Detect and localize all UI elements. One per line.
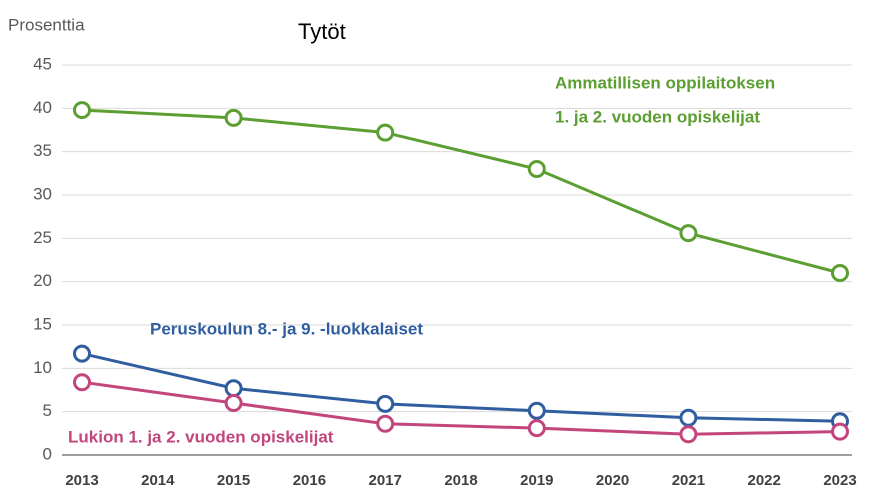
- marker: [679, 408, 698, 427]
- marker: [527, 160, 546, 178]
- x-tick-label: 2014: [141, 472, 175, 489]
- x-tick-label: 2018: [444, 472, 477, 489]
- marker: [224, 379, 243, 398]
- x-tick-label: 2015: [217, 472, 250, 489]
- y-tick-label: 40: [33, 98, 52, 117]
- annotation: Lukion 1. ja 2. vuoden opiskelijat: [68, 427, 334, 446]
- marker: [527, 401, 546, 420]
- marker: [831, 264, 849, 282]
- chart-title: Tytöt: [298, 19, 346, 44]
- marker: [73, 373, 91, 392]
- y-tick-label: 10: [33, 358, 52, 377]
- y-tick-label: 5: [43, 401, 52, 420]
- marker: [73, 344, 91, 363]
- marker: [679, 425, 698, 444]
- y-tick-label: 45: [33, 54, 52, 73]
- y-tick-label: 0: [43, 444, 52, 463]
- x-tick-label: 2020: [596, 472, 629, 489]
- marker: [73, 101, 91, 120]
- series-line: [81, 108, 841, 275]
- marker: [679, 224, 698, 243]
- x-tick-label: 2022: [748, 472, 781, 489]
- marker: [831, 422, 849, 441]
- series-line: [81, 352, 841, 423]
- marker: [224, 394, 243, 412]
- annotation: 1. ja 2. vuoden opiskelijat: [555, 107, 760, 126]
- x-tick-label: 2013: [65, 472, 98, 489]
- marker: [527, 419, 546, 438]
- y-tick-label: 20: [33, 271, 52, 290]
- x-tick-label: 2017: [369, 472, 402, 489]
- y-tick-label: 25: [33, 228, 52, 247]
- x-tick-label: 2021: [672, 472, 705, 489]
- series-line: [81, 380, 841, 436]
- marker: [376, 123, 395, 142]
- marker: [224, 108, 243, 127]
- x-tick-label: 2019: [520, 472, 553, 489]
- annotation: Peruskoulun 8.- ja 9. -luokkalaiset: [150, 319, 423, 338]
- x-tick-label: 2023: [823, 472, 856, 489]
- x-tick-label: 2016: [293, 472, 326, 489]
- y-tick-label: 15: [33, 314, 52, 333]
- annotation: Ammatillisen oppilaitoksen: [555, 73, 775, 92]
- y-axis-label: Prosenttia: [8, 15, 85, 34]
- y-tick-label: 35: [33, 141, 52, 160]
- marker: [376, 414, 395, 433]
- y-tick-label: 30: [33, 184, 52, 203]
- marker: [376, 394, 395, 413]
